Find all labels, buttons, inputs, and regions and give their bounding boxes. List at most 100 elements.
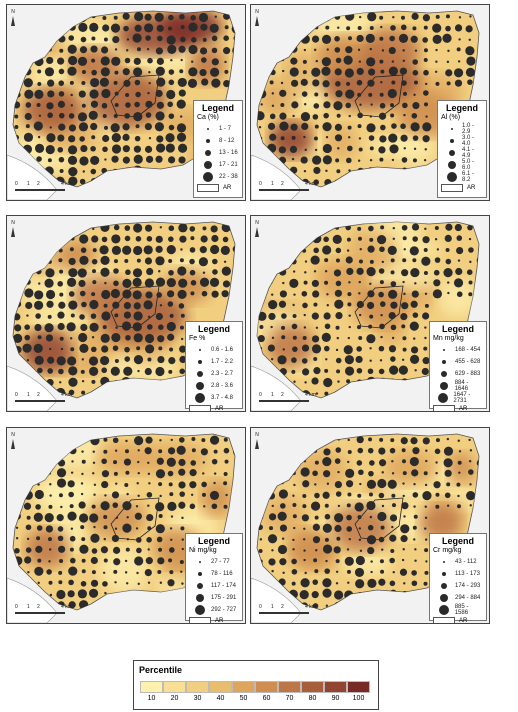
- sample-point: [443, 446, 454, 456]
- sample-point: [424, 505, 427, 508]
- cr-legend: Legend Cr mg/kg 43 - 112 113 - 173 174 - 293…: [429, 533, 487, 623]
- percentile-label: 90: [331, 695, 340, 702]
- sample-point: [478, 267, 479, 276]
- sample-point: [347, 125, 352, 130]
- legend-ar-symbol: [189, 405, 211, 411]
- sample-point: [359, 247, 362, 251]
- sample-point: [114, 103, 119, 108]
- sample-point: [82, 170, 85, 173]
- sample-point: [156, 292, 163, 298]
- sample-point: [413, 514, 418, 519]
- sample-point: [346, 81, 351, 86]
- legend-symbol: [196, 594, 204, 602]
- legend-class-label: 2.3 - 2.7: [211, 371, 234, 377]
- sample-point: [68, 491, 74, 498]
- sample-point: [59, 292, 64, 297]
- sample-point: [413, 505, 416, 508]
- sample-point: [58, 580, 63, 585]
- sample-point: [266, 57, 276, 67]
- sample-point: [68, 257, 76, 266]
- sample-point: [423, 58, 428, 63]
- legend-symbol: [195, 393, 205, 403]
- sample-point: [347, 449, 352, 454]
- sample-point: [301, 344, 310, 352]
- sample-point: [457, 439, 460, 442]
- sample-point: [411, 113, 418, 119]
- sample-point: [311, 35, 320, 43]
- legend-unit: Ni mg/kg: [189, 547, 217, 554]
- legend-symbol: [448, 150, 455, 156]
- sample-point: [78, 22, 88, 32]
- sample-point: [25, 102, 32, 108]
- sample-point: [179, 368, 186, 375]
- sample-point: [90, 579, 99, 587]
- sample-point: [358, 292, 361, 295]
- sample-point: [209, 435, 220, 445]
- sample-point: [445, 25, 451, 32]
- sample-point: [381, 471, 384, 474]
- sample-point: [133, 333, 143, 343]
- surface-patch: [37, 475, 102, 506]
- sample-point: [79, 178, 86, 185]
- sample-point: [91, 336, 95, 339]
- sample-point: [190, 493, 194, 496]
- sample-point: [369, 347, 372, 350]
- sample-point: [67, 12, 77, 22]
- sample-point: [425, 449, 428, 452]
- sample-point: [357, 167, 365, 175]
- sample-point: [67, 480, 75, 488]
- north-arrow-icon: N: [255, 9, 259, 26]
- sample-point: [325, 559, 328, 563]
- sample-point: [113, 460, 118, 465]
- sample-point: [293, 293, 296, 296]
- sample-point: [113, 471, 118, 476]
- sample-point: [392, 237, 395, 240]
- sample-point: [270, 248, 274, 251]
- al-legend: Legend Al (%) 1.0 - 2.9 3.0 - 4.0 4.1 - 4.9 5…: [437, 100, 487, 198]
- sample-point: [231, 24, 235, 34]
- sample-point: [155, 155, 163, 163]
- sample-point: [391, 123, 397, 129]
- sample-point: [356, 79, 363, 86]
- coastline: [7, 365, 58, 411]
- sample-point: [435, 81, 440, 86]
- sample-point: [77, 589, 87, 599]
- sample-point: [147, 461, 150, 465]
- sample-point: [433, 279, 441, 287]
- sample-point: [154, 12, 164, 22]
- sample-point: [301, 290, 308, 297]
- sample-point: [67, 44, 77, 54]
- sample-point: [311, 312, 319, 320]
- sample-point: [47, 112, 53, 119]
- sample-point: [423, 69, 429, 76]
- sample-point: [424, 538, 428, 541]
- legend-class-row: 13 - 16: [197, 147, 239, 159]
- percentile-color-ramp: [140, 681, 370, 693]
- sample-point: [354, 502, 364, 512]
- sample-point: [14, 80, 19, 85]
- sample-point: [125, 470, 130, 475]
- sample-point: [59, 269, 64, 274]
- sample-point: [44, 513, 54, 523]
- sample-point: [422, 312, 430, 320]
- sample-point: [412, 525, 417, 530]
- legend-ar-row: AR: [189, 405, 239, 411]
- sample-point: [334, 289, 343, 297]
- sample-point: [445, 223, 453, 231]
- sample-point: [232, 78, 235, 86]
- sample-point: [423, 90, 429, 96]
- sample-point: [223, 35, 229, 41]
- sample-point: [432, 34, 442, 44]
- sample-point: [411, 12, 419, 20]
- sample-point: [312, 470, 318, 477]
- sample-point: [299, 590, 309, 600]
- sample-point: [257, 111, 265, 121]
- sample-point: [22, 144, 33, 154]
- sample-point: [378, 368, 385, 375]
- sample-point: [56, 356, 66, 366]
- sample-point: [358, 469, 364, 476]
- legend-class-row: 2.8 - 3.6: [189, 380, 239, 392]
- sample-point: [37, 472, 40, 475]
- sample-point: [324, 436, 331, 443]
